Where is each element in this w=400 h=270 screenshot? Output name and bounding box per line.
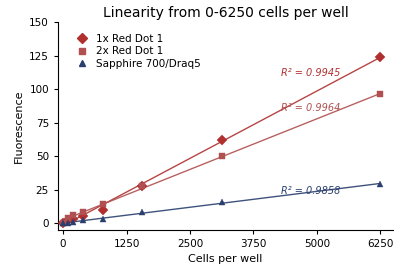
- Text: R² = 0.9945: R² = 0.9945: [281, 68, 341, 78]
- Text: R² = 0.9858: R² = 0.9858: [281, 186, 341, 196]
- Y-axis label: Fluorescence: Fluorescence: [14, 89, 24, 163]
- Legend: 1x Red Dot 1, 2x Red Dot 1, Sapphire 700/Draq5: 1x Red Dot 1, 2x Red Dot 1, Sapphire 700…: [70, 32, 203, 71]
- X-axis label: Cells per well: Cells per well: [188, 254, 263, 264]
- Title: Linearity from 0-6250 cells per well: Linearity from 0-6250 cells per well: [103, 6, 348, 19]
- Text: R² = 0.9964: R² = 0.9964: [281, 103, 341, 113]
